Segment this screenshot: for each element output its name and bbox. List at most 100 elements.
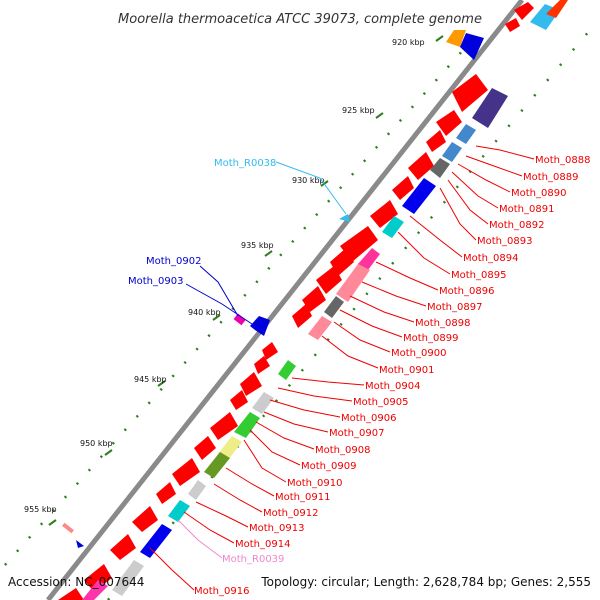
gene-label[interactable]: Moth_0904 [365, 381, 420, 392]
gene-arrow[interactable] [292, 304, 312, 328]
feature-block[interactable] [82, 580, 108, 600]
gene-arrow[interactable] [210, 412, 238, 440]
gene-label-r0039[interactable]: Moth_R0039 [222, 554, 284, 565]
feature-block[interactable] [218, 436, 242, 460]
gene-label[interactable]: Moth_0891 [499, 204, 554, 215]
feature-block[interactable] [278, 360, 296, 380]
gene-moth-0887[interactable] [460, 33, 484, 60]
gene-arrow[interactable] [156, 482, 176, 504]
gene-label[interactable]: Moth_0901 [379, 365, 434, 376]
gene-arrow[interactable] [370, 200, 398, 228]
gene-label[interactable]: Moth_0890 [511, 188, 566, 199]
gene-arrow[interactable] [408, 152, 434, 180]
feature-block[interactable] [324, 296, 344, 318]
gene-arrow[interactable] [194, 436, 216, 460]
gene-arrow[interactable] [58, 588, 84, 600]
gene-moth-0903[interactable] [250, 316, 270, 336]
gene-label[interactable]: Moth_0905 [353, 397, 408, 408]
gene-label[interactable]: Moth_0898 [415, 318, 470, 329]
gene-label[interactable]: Moth_0907 [329, 428, 384, 439]
gene-label-0903[interactable]: Moth_0903 [128, 276, 183, 287]
feature-block[interactable] [252, 392, 274, 414]
gene-arrow[interactable] [316, 266, 342, 294]
gene-label[interactable]: Moth_0897 [427, 302, 482, 313]
gene-arrow[interactable] [340, 226, 378, 262]
feature-block[interactable] [382, 216, 404, 238]
feature-block[interactable] [308, 316, 332, 340]
gene-label[interactable]: Moth_0913 [249, 523, 304, 534]
topology-text: Topology: circular; Length: 2,628,784 bp… [260, 575, 591, 589]
gene-label[interactable]: Moth_0900 [391, 348, 446, 359]
kbp-label: 920 kbp [392, 38, 425, 47]
gene-label[interactable]: Moth_0910 [287, 478, 342, 489]
gene-arrow[interactable] [84, 564, 112, 592]
gene-arrow[interactable] [172, 458, 200, 486]
kbp-label: 930 kbp [292, 176, 325, 185]
gene-moth-0886[interactable] [446, 30, 466, 47]
kbp-label: 940 kbp [188, 308, 221, 317]
label-leaders [183, 145, 535, 544]
gene-label[interactable]: Moth_0912 [263, 508, 318, 519]
gene-label[interactable]: Moth_0908 [315, 445, 370, 456]
feature-block[interactable] [112, 560, 144, 596]
gene-label[interactable]: Moth_0894 [463, 253, 518, 264]
feature-block[interactable] [358, 248, 380, 270]
gene-moth-r0039-marker[interactable] [62, 522, 74, 534]
feature-block[interactable] [168, 500, 190, 522]
gene-label[interactable]: Moth_0911 [275, 492, 330, 503]
kbp-label: 935 kbp [241, 241, 274, 250]
gene-moth-0902[interactable] [233, 313, 246, 326]
feature-block[interactable] [442, 142, 462, 162]
leader-r0038 [275, 161, 347, 215]
feature-block[interactable] [336, 264, 370, 302]
kbp-tick [157, 380, 166, 387]
kbp-tick [264, 250, 273, 257]
feature-block[interactable] [140, 524, 172, 558]
gene-arrow[interactable] [392, 176, 414, 200]
gene-arrow[interactable] [240, 372, 262, 396]
kbp-tick [104, 449, 113, 456]
gene-label[interactable]: Moth_0906 [341, 413, 396, 424]
feature-block[interactable] [430, 158, 450, 178]
feature-block[interactable] [234, 412, 260, 438]
gene-label[interactable]: Moth_0889 [523, 172, 578, 183]
feature-block[interactable] [546, 0, 568, 18]
gene-arrow[interactable] [110, 534, 136, 560]
gene-label[interactable]: Moth_0893 [477, 236, 532, 247]
feature-block[interactable] [188, 480, 206, 500]
gene-arrow[interactable] [230, 390, 248, 410]
gene-arrow[interactable] [436, 110, 462, 136]
kbp-tick [212, 314, 221, 321]
backbone-ring [46, 0, 524, 600]
kbp-tick [375, 112, 384, 119]
gene-label-0902[interactable]: Moth_0902 [146, 256, 201, 267]
gene-moth-r0038[interactable] [339, 214, 350, 222]
gene-label[interactable]: Moth_0895 [451, 270, 506, 281]
feature-block[interactable] [204, 452, 230, 478]
gene-arrow[interactable] [452, 74, 488, 112]
gene-small-blue[interactable] [76, 540, 84, 548]
gene-arrow[interactable] [514, 2, 534, 20]
gene-arrow[interactable] [505, 18, 520, 32]
gene-label[interactable]: Moth_0888 [535, 155, 590, 166]
gene-arrow[interactable] [330, 248, 354, 276]
gene-label[interactable]: Moth_0896 [439, 286, 494, 297]
gene-arrow[interactable] [426, 130, 446, 152]
feature-block[interactable] [456, 124, 476, 144]
gene-label-r0038[interactable]: Moth_R0038 [214, 158, 276, 169]
feature-block[interactable] [472, 88, 508, 128]
accession-text: Accession: NC_007644 [8, 575, 144, 589]
gene-label[interactable]: Moth_0899 [403, 333, 458, 344]
gene-arrow[interactable] [302, 286, 326, 312]
feature-block[interactable] [402, 178, 436, 214]
gene-label-0916[interactable]: Moth_0916 [194, 586, 249, 597]
gene-arrow[interactable] [262, 342, 278, 360]
gene-arrow[interactable] [254, 356, 270, 374]
outer-dotted-ring [4, 39, 473, 566]
kbp-tick [435, 35, 444, 42]
cog-feature-row [82, 0, 568, 600]
gene-label[interactable]: Moth_0892 [489, 220, 544, 231]
gene-arrow[interactable] [132, 506, 158, 532]
gene-label[interactable]: Moth_0914 [235, 539, 290, 550]
gene-label[interactable]: Moth_0909 [301, 461, 356, 472]
